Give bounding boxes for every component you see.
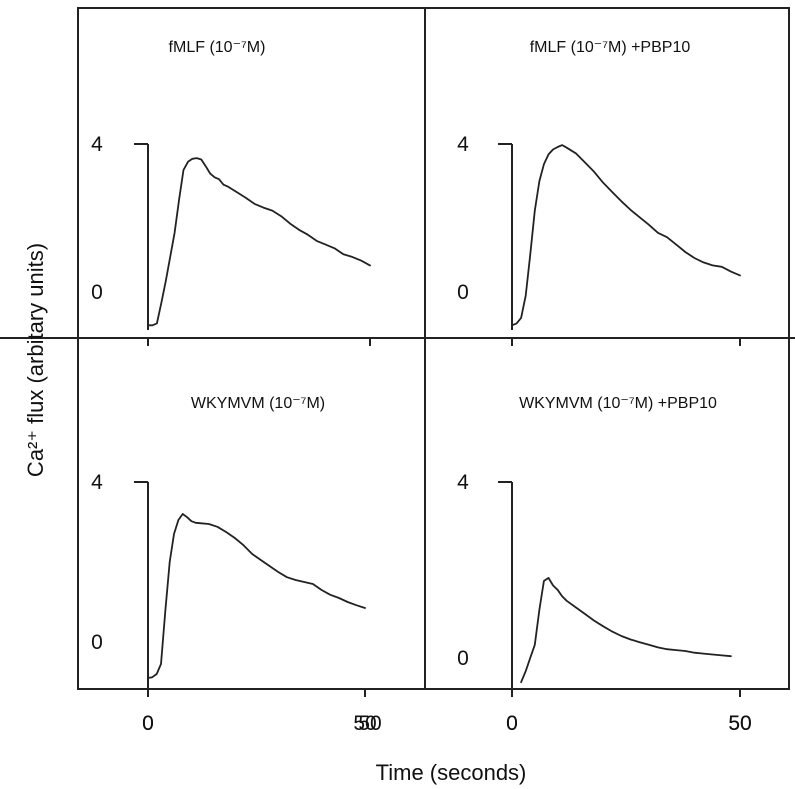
panel-4-x-tick-label-0: 0: [506, 712, 518, 735]
panel-2-title: fMLF (10⁻⁷M) +PBP10: [530, 39, 691, 56]
panel-4-y-tick-label-0: 0: [457, 647, 469, 670]
panel-2-y-tick-label-4: 4: [457, 133, 469, 156]
panel-1-x-tick-label-0: 0: [142, 712, 154, 735]
panel-1-title: fMLF (10⁻⁷M): [169, 39, 266, 56]
panel-grid: [0, 7, 795, 690]
panel-grid-outline: [77, 7, 790, 690]
panel-4: WKYMVM (10⁻⁷M) +PBP10 0 4 0 50: [457, 395, 752, 735]
panel-1-y-tick-label-0: 0: [91, 281, 103, 304]
panel-4-title: WKYMVM (10⁻⁷M) +PBP10: [519, 395, 717, 412]
panel-3-x-tick-label-50: 50: [353, 712, 376, 735]
panel-3-x-tick-label-0: 0: [142, 712, 154, 735]
panel-2-x-tick-label-0: 0: [506, 712, 518, 735]
x-axis-title: Time (seconds): [376, 760, 527, 785]
panel-3-title: WKYMVM (10⁻⁷M): [191, 395, 325, 412]
panel-4-x-tick-label-50: 50: [728, 712, 751, 735]
panel-3-y-tick-label-0: 0: [91, 631, 103, 654]
panel-2: fMLF (10⁻⁷M) +PBP10 0 4 0 50: [457, 39, 752, 735]
panels: fMLF (10⁻⁷M) 0 4 0 50 fMLF (10⁻⁷M) +PBP10 0 4 0 5…: [91, 39, 752, 735]
y-axis-title: Ca²⁺ flux (arbitary units): [23, 243, 48, 477]
panel-1: fMLF (10⁻⁷M) 0 4 0 50: [91, 39, 382, 735]
panel-3-series-line: [147, 513, 366, 679]
panel-2-y-tick-label-0: 0: [457, 281, 469, 304]
panel-1-x-tick-label-50: 50: [358, 712, 381, 735]
panel-4-y-tick-label-4: 4: [457, 471, 469, 494]
panel-2-x-tick-label-50: 50: [728, 712, 751, 735]
panel-1-y-tick-label-4: 4: [91, 133, 103, 156]
panel-1-series-line: [147, 157, 371, 327]
panel-2-series-line: [511, 144, 741, 327]
panel-3-y-tick-label-4: 4: [91, 471, 103, 494]
panel-3: WKYMVM (10⁻⁷M) 0 4 0 50: [91, 395, 377, 735]
panel-4-series-line: [520, 577, 732, 684]
